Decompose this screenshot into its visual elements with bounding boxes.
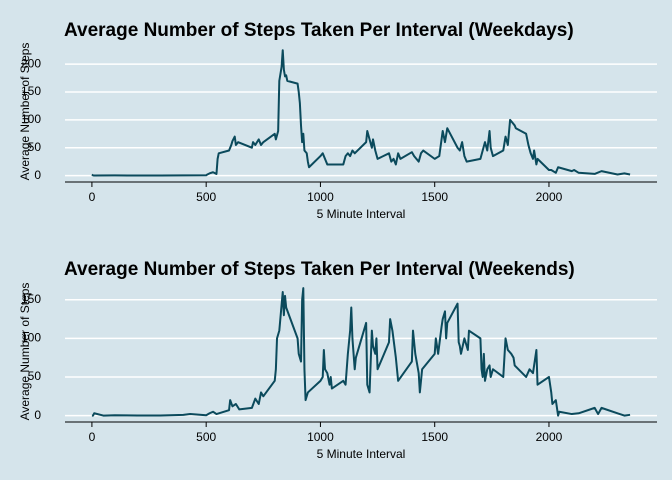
data-line xyxy=(91,287,631,417)
y-tick-label: 50 xyxy=(28,369,42,383)
x-axis-label: 5 Minute Interval xyxy=(317,207,406,221)
chart-title: Average Number of Steps Taken Per Interv… xyxy=(64,259,575,280)
y-tick-label: 100 xyxy=(21,331,41,345)
x-tick-label: 1500 xyxy=(421,430,448,444)
x-tick-label: 1000 xyxy=(307,190,334,204)
y-tick-label: 0 xyxy=(34,408,41,422)
x-tick-label: 0 xyxy=(89,430,96,444)
y-tick-label: 0 xyxy=(34,168,41,182)
chart-title: Average Number of Steps Taken Per Interv… xyxy=(64,20,574,41)
x-tick-label: 0 xyxy=(89,190,96,204)
y-tick-label: 200 xyxy=(21,56,41,70)
y-tick-label: 150 xyxy=(21,292,41,306)
y-tick-label: 150 xyxy=(21,84,41,98)
x-tick-label: 500 xyxy=(196,190,216,204)
data-line xyxy=(91,49,631,177)
y-tick-label: 50 xyxy=(28,140,42,154)
x-tick-label: 2000 xyxy=(536,430,563,444)
y-axis-label: Average Number of Steps xyxy=(18,283,32,421)
x-tick-label: 2000 xyxy=(536,190,563,204)
x-tick-label: 1000 xyxy=(307,430,334,444)
x-tick-label: 1500 xyxy=(421,190,448,204)
y-axis-label: Average Number of Steps xyxy=(18,43,32,181)
x-tick-label: 500 xyxy=(196,430,216,444)
x-axis-label: 5 Minute Interval xyxy=(317,447,406,461)
y-tick-label: 100 xyxy=(21,112,41,126)
